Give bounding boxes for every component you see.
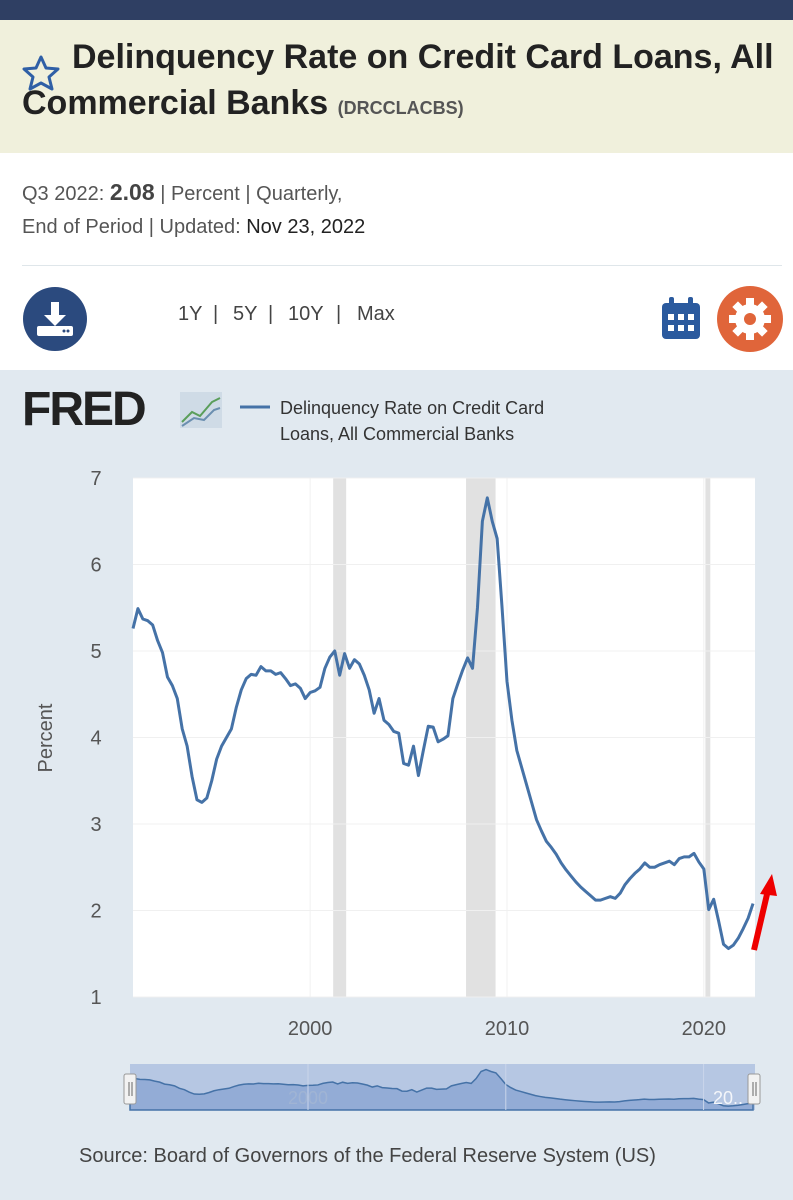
range-separator: | [213,303,219,325]
frequency: End of Period | Updated: [22,216,241,238]
period: Q3 2022: [22,183,105,205]
y-tick-label: 2 [90,901,101,923]
chart-section: 1 2 3 4 5 6 7 2000 2010 2020 Percent 2000 20.. [0,370,793,1200]
fred-logo: FRED [22,383,147,436]
updated: Nov 23, 2022 [246,216,366,238]
x-tick-label: 2020 [682,1018,727,1040]
range-separator: | [268,303,274,325]
download-button[interactable] [22,286,88,352]
range-separator: | [336,303,342,325]
navigator-label: 20.. [713,1088,743,1108]
red-arrow [751,874,777,951]
range-button[interactable]: 1Y [178,303,203,325]
series-line [131,496,755,951]
header [0,20,793,153]
y-tick-label: 1 [90,987,101,1009]
range-button[interactable]: 5Y [233,303,258,325]
range-button[interactable]: 10Y [288,303,324,325]
navigator-handle[interactable] [123,1073,137,1105]
fred-graph-icon [180,392,222,428]
star-icon[interactable] [22,55,60,91]
y-tick-label: 7 [90,468,101,490]
y-tick-label: 5 [90,641,101,663]
y-axis-label: Percent [35,703,57,772]
units: | Percent | Quarterly, [160,183,343,205]
navigator-area [129,1068,754,1111]
x-tick-label: 2000 [288,1018,333,1040]
chart: 1 2 3 4 5 6 7 2000 2010 2020 Percent 2000 20.. [35,392,777,1132]
latest-value: 2.08 [109,179,155,205]
meta-line: Q3 2022: 2.08 | Percent | Quarterly, [22,179,343,206]
source: Source: Board of Governors of the Federa… [79,1145,656,1167]
y-tick-label: 6 [90,555,101,577]
meta-line: End of Period | Updated: Nov 23, 2022 [22,216,365,239]
separator-line [22,265,782,266]
navigator-label: 2000 [288,1088,328,1108]
title-text: Delinquency Rate on Credit Card Loans, A… [22,38,774,122]
navigator-handle[interactable] [747,1073,761,1105]
legend-label: Delinquency Rate on Credit Card Loans, A… [280,398,545,444]
spacer [752,1126,758,1132]
calendar-button[interactable] [660,295,702,341]
settings-button[interactable] [716,285,784,353]
range-button[interactable]: Max [357,303,395,325]
x-tick-label: 2010 [485,1018,530,1040]
title: Delinquency Rate on Credit Card Loans, A… [22,34,782,131]
y-tick-label: 3 [90,814,101,836]
top-bar [0,0,793,20]
series-id: (DRCCLACBS) [337,98,464,118]
y-tick-label: 4 [90,728,101,750]
